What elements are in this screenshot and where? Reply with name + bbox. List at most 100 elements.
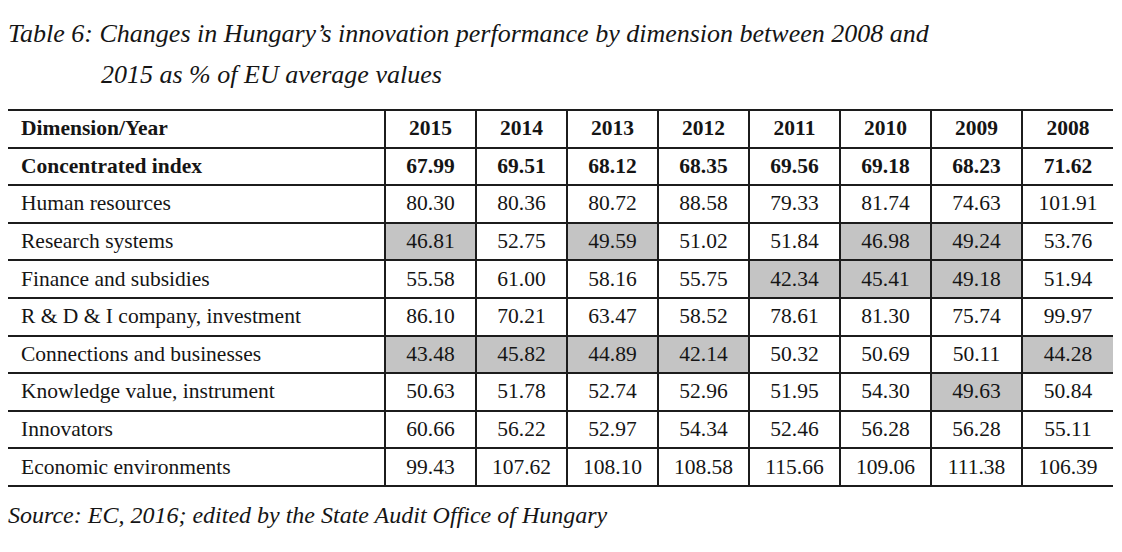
table-row: R & D & I company, investment 86.1070.21… [8, 298, 1113, 336]
column-header-2011: 2011 [749, 110, 840, 148]
table-cell: 101.91 [1022, 185, 1113, 223]
table-cell: 106.39 [1022, 448, 1113, 486]
table-cell: 70.21 [476, 298, 567, 336]
table-cell: 44.89 [567, 336, 658, 374]
table-cell: 81.30 [840, 298, 931, 336]
table-cell: 58.52 [658, 298, 749, 336]
table-cell: 50.11 [931, 336, 1022, 374]
table-cell: 46.81 [385, 223, 476, 261]
row-label: Research systems [8, 223, 385, 261]
table-cell: 111.38 [931, 448, 1022, 486]
table-row: Knowledge value, instrument 50.6351.7852… [8, 373, 1113, 411]
table-cell: 45.82 [476, 336, 567, 374]
table-cell: 52.97 [567, 411, 658, 449]
row-label: Knowledge value, instrument [8, 373, 385, 411]
table-cell: 99.43 [385, 448, 476, 486]
table-cell: 80.30 [385, 185, 476, 223]
table-cell: 107.62 [476, 448, 567, 486]
table-cell: 71.62 [1022, 148, 1113, 186]
table-cell: 51.78 [476, 373, 567, 411]
table-cell: 79.33 [749, 185, 840, 223]
table-row: Human resources 80.3080.3680.7288.5879.3… [8, 185, 1113, 223]
table-title-line-2: 2015 as % of EU average values [101, 54, 1122, 95]
table-cell: 99.97 [1022, 298, 1113, 336]
table-cell: 61.00 [476, 260, 567, 298]
table-cell: 52.75 [476, 223, 567, 261]
table-cell: 67.99 [385, 148, 476, 186]
table-cell: 49.18 [931, 260, 1022, 298]
table-cell: 50.84 [1022, 373, 1113, 411]
table-cell: 56.28 [840, 411, 931, 449]
table-body: Concentrated index 67.9969.5168.1268.356… [8, 148, 1113, 486]
table-cell: 68.12 [567, 148, 658, 186]
table-cell: 68.23 [931, 148, 1022, 186]
header-row: Dimension/Year 2015 2014 2013 2012 2011 … [8, 110, 1113, 148]
table-cell: 52.74 [567, 373, 658, 411]
table-cell: 54.34 [658, 411, 749, 449]
table-cell: 86.10 [385, 298, 476, 336]
row-label: Human resources [8, 185, 385, 223]
table-cell: 49.24 [931, 223, 1022, 261]
table-cell: 115.66 [749, 448, 840, 486]
table-cell: 68.35 [658, 148, 749, 186]
table-row: Connections and businesses 43.4845.8244.… [8, 336, 1113, 374]
table-row: Economic environments 99.43107.62108.101… [8, 448, 1113, 486]
source-note: Source: EC, 2016; edited by the State Au… [8, 502, 1122, 529]
table-cell: 55.11 [1022, 411, 1113, 449]
table-cell: 45.41 [840, 260, 931, 298]
table-cell: 43.48 [385, 336, 476, 374]
table-cell: 80.36 [476, 185, 567, 223]
column-header-2014: 2014 [476, 110, 567, 148]
table-cell: 109.06 [840, 448, 931, 486]
table-cell: 78.61 [749, 298, 840, 336]
innovation-performance-table: Dimension/Year 2015 2014 2013 2012 2011 … [8, 109, 1113, 487]
column-header-dimension: Dimension/Year [8, 110, 385, 148]
table-cell: 52.96 [658, 373, 749, 411]
table-cell: 51.94 [1022, 260, 1113, 298]
table-cell: 88.58 [658, 185, 749, 223]
table-cell: 50.69 [840, 336, 931, 374]
row-label: Concentrated index [8, 148, 385, 186]
table-row: Research systems 46.8152.7549.5951.0251.… [8, 223, 1113, 261]
table-cell: 108.10 [567, 448, 658, 486]
table-cell: 55.58 [385, 260, 476, 298]
table-row: Concentrated index 67.9969.5168.1268.356… [8, 148, 1113, 186]
table-cell: 81.74 [840, 185, 931, 223]
table-cell: 49.63 [931, 373, 1022, 411]
column-header-2012: 2012 [658, 110, 749, 148]
table-cell: 51.02 [658, 223, 749, 261]
table-cell: 46.98 [840, 223, 931, 261]
table-cell: 58.16 [567, 260, 658, 298]
row-label: R & D & I company, investment [8, 298, 385, 336]
table-cell: 51.84 [749, 223, 840, 261]
table-header: Dimension/Year 2015 2014 2013 2012 2011 … [8, 110, 1113, 148]
column-header-2013: 2013 [567, 110, 658, 148]
row-label: Innovators [8, 411, 385, 449]
table-row: Innovators 60.6656.2252.9754.3452.4656.2… [8, 411, 1113, 449]
column-header-2009: 2009 [931, 110, 1022, 148]
table-cell: 53.76 [1022, 223, 1113, 261]
table-cell: 75.74 [931, 298, 1022, 336]
table-cell: 50.32 [749, 336, 840, 374]
table-cell: 51.95 [749, 373, 840, 411]
table-cell: 80.72 [567, 185, 658, 223]
table-title: Table 6: Changes in Hungary’s innovation… [0, 0, 1122, 95]
table-cell: 55.75 [658, 260, 749, 298]
table-cell: 49.59 [567, 223, 658, 261]
table-cell: 69.51 [476, 148, 567, 186]
table-row: Finance and subsidies 55.5861.0058.1655.… [8, 260, 1113, 298]
table-cell: 52.46 [749, 411, 840, 449]
column-header-2008: 2008 [1022, 110, 1113, 148]
table-cell: 69.56 [749, 148, 840, 186]
table-cell: 60.66 [385, 411, 476, 449]
table-cell: 63.47 [567, 298, 658, 336]
table-cell: 44.28 [1022, 336, 1113, 374]
row-label: Connections and businesses [8, 336, 385, 374]
table-cell: 56.22 [476, 411, 567, 449]
row-label: Finance and subsidies [8, 260, 385, 298]
table-cell: 54.30 [840, 373, 931, 411]
table-title-line-1: Table 6: Changes in Hungary’s innovation… [8, 13, 1122, 54]
table-cell: 69.18 [840, 148, 931, 186]
table-cell: 56.28 [931, 411, 1022, 449]
table-cell: 42.14 [658, 336, 749, 374]
